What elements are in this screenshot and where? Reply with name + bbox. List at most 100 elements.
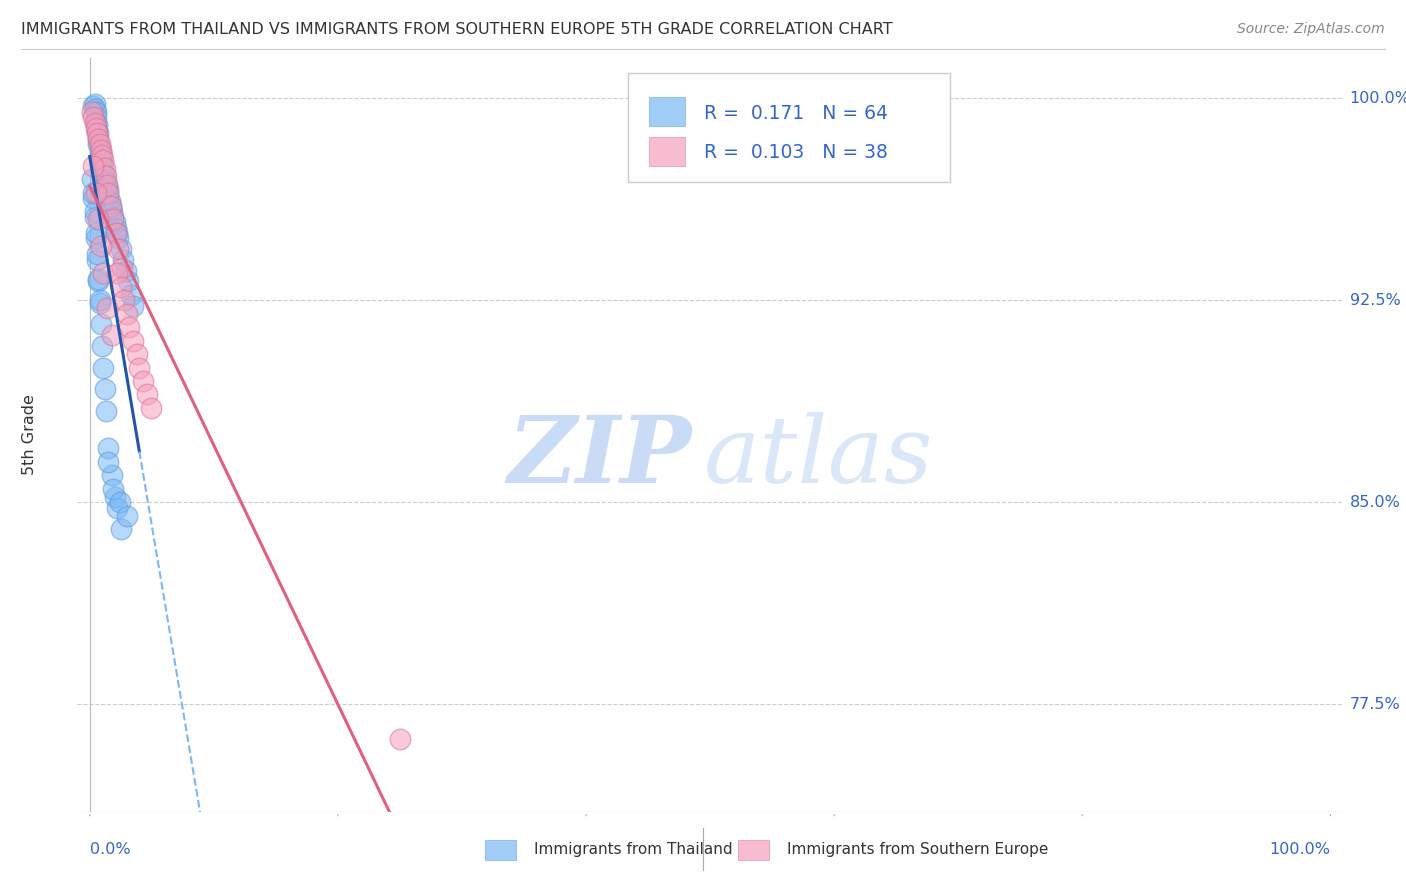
Point [89,140,111,154]
Point [96,301,118,316]
Point [86,252,108,267]
Point [103,212,125,227]
Point [388,732,411,747]
Point [90,239,112,253]
Point [94,175,117,189]
Point [90,143,112,157]
Text: Source: ZipAtlas.com: Source: ZipAtlas.com [1237,22,1385,37]
Point [82,104,104,119]
Point [96,180,118,194]
Point [97,183,120,197]
Point [84,110,107,124]
Point [103,210,125,224]
Point [104,220,127,235]
Point [86,118,108,132]
Text: IMMIGRANTS FROM THAILAND VS IMMIGRANTS FROM SOUTHERN EUROPE 5TH GRADE CORRELATIO: IMMIGRANTS FROM THAILAND VS IMMIGRANTS F… [21,22,893,37]
Text: R =  0.103   N = 38: R = 0.103 N = 38 [704,143,887,161]
Point [84,231,107,245]
Point [135,387,157,401]
Point [83,96,105,111]
Point [115,508,138,523]
Point [139,401,162,415]
Point [82,110,104,124]
Point [122,334,145,348]
FancyBboxPatch shape [628,73,950,182]
Point [89,296,111,310]
Point [107,231,129,245]
Text: atlas: atlas [704,412,934,502]
Point [108,495,131,509]
Point [82,191,104,205]
Point [114,293,136,308]
Point [97,188,120,202]
Point [103,482,125,496]
Point [82,172,104,186]
Point [89,293,111,308]
Point [111,260,134,275]
Point [100,199,122,213]
Point [93,161,115,176]
FancyBboxPatch shape [650,97,685,126]
Point [97,186,120,200]
Text: Immigrants from Southern Europe: Immigrants from Southern Europe [787,842,1049,856]
Text: 92.5%: 92.5% [1350,293,1400,308]
Point [115,307,138,321]
Point [120,288,142,302]
Point [125,347,148,361]
Point [105,226,128,240]
Point [101,204,124,219]
Point [86,247,108,261]
Point [107,242,129,256]
Point [87,212,110,227]
Text: 5th Grade: 5th Grade [21,394,37,475]
Point [84,115,107,129]
Point [114,263,136,277]
Point [86,127,108,141]
Point [87,127,110,141]
FancyBboxPatch shape [650,137,685,166]
Point [83,102,105,116]
Point [93,161,115,176]
Point [105,266,128,280]
Text: R =  0.171   N = 64: R = 0.171 N = 64 [704,103,887,122]
Text: 77.5%: 77.5% [1350,697,1400,712]
Point [86,123,108,137]
Point [112,252,135,267]
Point [87,132,110,146]
Point [100,199,122,213]
Text: 85.0%: 85.0% [1350,495,1400,509]
Point [104,226,127,240]
Text: Immigrants from Thailand: Immigrants from Thailand [534,842,733,856]
Point [87,274,110,288]
Point [105,500,128,515]
Text: ZIP: ZIP [506,412,692,502]
Point [82,186,104,200]
Point [82,159,104,173]
Point [94,169,117,184]
Point [82,99,104,113]
Point [94,403,117,417]
Text: 100.0%: 100.0% [1350,91,1406,106]
Point [89,137,111,152]
Point [93,382,115,396]
Point [128,360,150,375]
Point [90,148,112,162]
Point [84,186,107,200]
Point [84,104,107,119]
Text: 100.0%: 100.0% [1270,842,1330,857]
Point [90,153,112,168]
Point [93,360,115,375]
Point [83,115,105,129]
Point [110,242,132,256]
Point [91,148,114,162]
Point [83,210,105,224]
Point [84,120,107,135]
Point [122,299,145,313]
Point [101,468,124,483]
Point [87,132,110,146]
Point [90,318,112,332]
Text: 0.0%: 0.0% [90,842,131,857]
Point [101,328,124,343]
Point [84,226,107,240]
Point [103,215,125,229]
